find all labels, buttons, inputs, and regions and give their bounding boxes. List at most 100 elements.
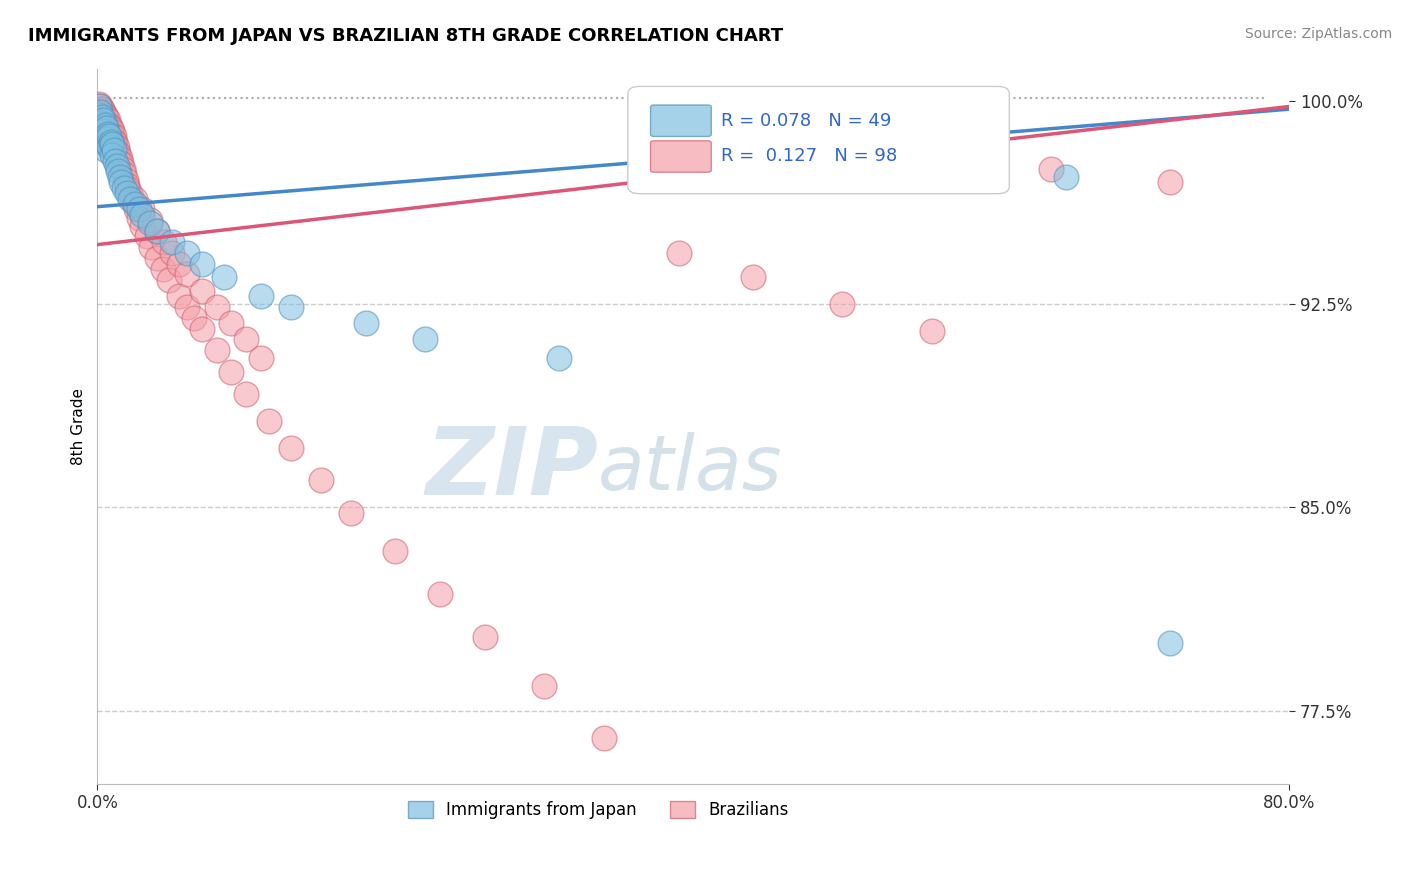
- Point: [97, 137, 120, 152]
- Point: [91, 113, 114, 128]
- Point: [153, 235, 176, 249]
- Point: [91, 135, 114, 149]
- Point: [96, 143, 118, 157]
- Point: [90, 113, 112, 128]
- Point: [100, 132, 122, 146]
- Point: [100, 127, 122, 141]
- Point: [157, 273, 180, 287]
- Point: [221, 316, 243, 330]
- Point: [160, 245, 183, 260]
- Point: [89, 110, 111, 124]
- Point: [474, 631, 496, 645]
- Point: [131, 219, 153, 233]
- Point: [114, 172, 136, 186]
- Point: [138, 216, 160, 230]
- Point: [110, 175, 132, 189]
- Point: [905, 161, 928, 176]
- Point: [205, 300, 228, 314]
- Point: [107, 145, 129, 160]
- Point: [139, 240, 162, 254]
- Point: [104, 135, 127, 149]
- Point: [533, 679, 555, 693]
- Point: [120, 186, 142, 201]
- Y-axis label: 8th Grade: 8th Grade: [72, 388, 86, 465]
- Point: [1040, 161, 1063, 176]
- Point: [98, 124, 121, 138]
- Point: [91, 121, 114, 136]
- Point: [280, 300, 302, 314]
- Point: [108, 169, 131, 184]
- Point: [91, 104, 114, 119]
- Point: [176, 268, 198, 282]
- Point: [96, 121, 118, 136]
- Point: [91, 124, 114, 138]
- Point: [146, 224, 169, 238]
- Point: [1054, 169, 1077, 184]
- Point: [131, 208, 153, 222]
- Point: [97, 124, 120, 138]
- Point: [100, 135, 122, 149]
- Point: [89, 104, 111, 119]
- Point: [103, 129, 125, 144]
- Point: [87, 107, 110, 121]
- Point: [112, 180, 135, 194]
- Point: [309, 473, 332, 487]
- Point: [183, 310, 205, 325]
- Point: [98, 129, 121, 144]
- Point: [124, 192, 146, 206]
- Point: [89, 127, 111, 141]
- Point: [107, 151, 129, 165]
- Point: [176, 245, 198, 260]
- Point: [190, 284, 212, 298]
- Point: [831, 297, 853, 311]
- Point: [90, 110, 112, 124]
- Point: [96, 121, 118, 136]
- Point: [104, 140, 127, 154]
- Point: [190, 256, 212, 270]
- Point: [90, 102, 112, 116]
- Point: [250, 351, 273, 366]
- Point: [122, 194, 145, 209]
- Point: [96, 110, 118, 124]
- Point: [101, 124, 124, 138]
- Point: [97, 113, 120, 128]
- Point: [104, 153, 127, 168]
- Point: [97, 119, 120, 133]
- Point: [87, 107, 110, 121]
- FancyBboxPatch shape: [651, 105, 711, 136]
- Point: [128, 202, 150, 217]
- Point: [160, 235, 183, 249]
- Point: [115, 180, 138, 194]
- Point: [91, 110, 114, 124]
- Point: [94, 119, 117, 133]
- Text: R =  0.127   N = 98: R = 0.127 N = 98: [721, 147, 897, 166]
- Point: [108, 151, 131, 165]
- Point: [107, 164, 129, 178]
- Point: [101, 135, 124, 149]
- Point: [668, 245, 690, 260]
- Point: [354, 316, 377, 330]
- Point: [87, 102, 110, 116]
- Point: [105, 140, 128, 154]
- Point: [115, 186, 138, 201]
- Point: [96, 132, 118, 146]
- Point: [190, 321, 212, 335]
- Point: [250, 289, 273, 303]
- Point: [169, 289, 191, 303]
- Point: [90, 124, 112, 138]
- Point: [94, 129, 117, 144]
- Point: [101, 148, 124, 162]
- Text: atlas: atlas: [598, 432, 783, 506]
- Point: [205, 343, 228, 358]
- Point: [101, 137, 124, 152]
- Point: [100, 121, 122, 136]
- Point: [105, 159, 128, 173]
- Point: [87, 96, 110, 111]
- Point: [1159, 175, 1181, 189]
- Point: [120, 192, 142, 206]
- Point: [212, 270, 235, 285]
- Point: [90, 121, 112, 136]
- Point: [131, 202, 153, 217]
- FancyBboxPatch shape: [651, 141, 711, 172]
- Point: [89, 116, 111, 130]
